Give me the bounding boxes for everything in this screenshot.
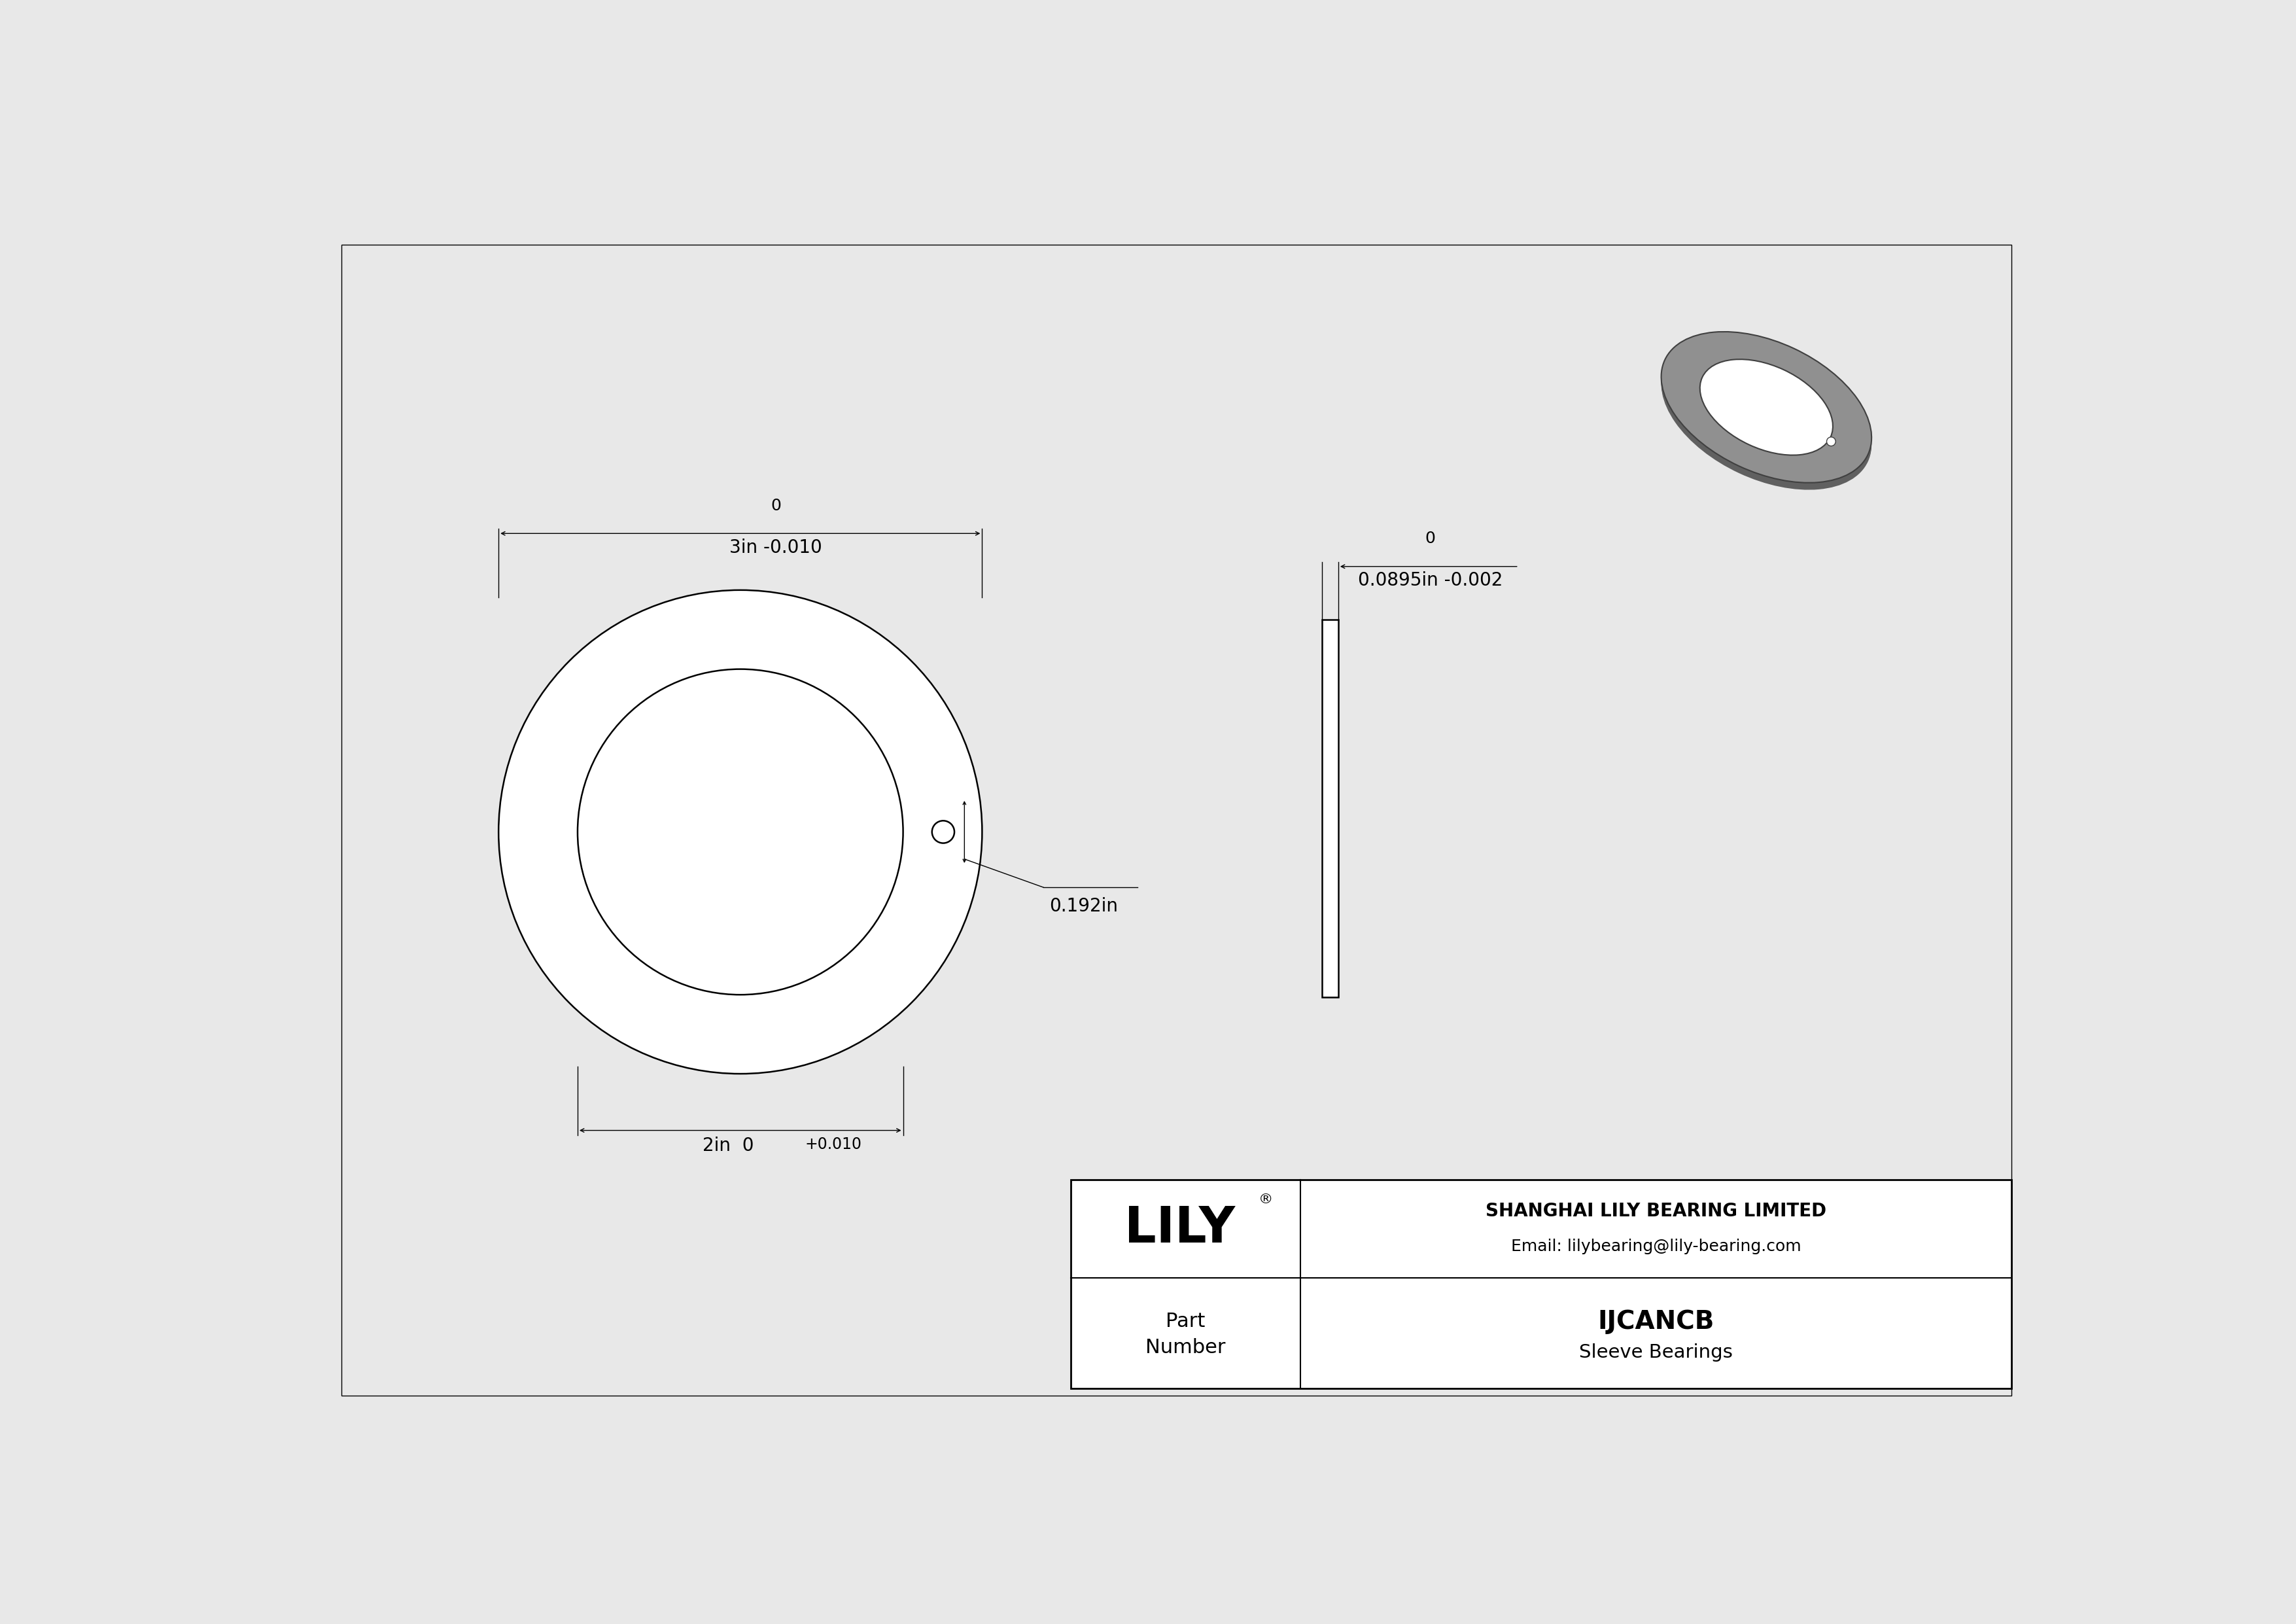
Text: ®: ® [1258,1194,1272,1207]
Text: 3in -0.010: 3in -0.010 [730,538,822,557]
Ellipse shape [1699,362,1832,458]
Bar [1322,620,1339,997]
Ellipse shape [1662,336,1871,487]
Ellipse shape [1699,359,1832,455]
Text: 0: 0 [771,497,781,513]
Text: +0.010: +0.010 [806,1137,861,1151]
Circle shape [932,820,955,843]
Ellipse shape [1699,359,1832,455]
Text: 0: 0 [1426,531,1435,546]
Ellipse shape [1662,338,1871,489]
Text: Email: lilybearing@lily-bearing.com: Email: lilybearing@lily-bearing.com [1511,1239,1800,1254]
Text: 2in  0: 2in 0 [703,1137,753,1155]
Ellipse shape [1699,364,1832,460]
Text: Number: Number [1146,1338,1226,1358]
Circle shape [1828,437,1835,447]
Bar [1070,1181,2011,1389]
Circle shape [498,590,983,1073]
Ellipse shape [1662,331,1871,482]
Ellipse shape [1699,365,1832,461]
Ellipse shape [1699,361,1832,456]
Ellipse shape [1662,339,1871,490]
Text: Part: Part [1166,1312,1205,1332]
Text: LILY: LILY [1125,1205,1235,1254]
Ellipse shape [1699,367,1832,463]
Circle shape [579,669,902,996]
Text: IJCANCB: IJCANCB [1598,1309,1715,1333]
Ellipse shape [1662,331,1871,482]
Text: Sleeve Bearings: Sleeve Bearings [1580,1343,1733,1361]
Text: 0.0895in -0.002: 0.0895in -0.002 [1357,572,1502,590]
Ellipse shape [1662,333,1871,484]
Ellipse shape [1662,335,1871,486]
Text: 0.192in: 0.192in [1049,896,1118,914]
Text: SHANGHAI LILY BEARING LIMITED: SHANGHAI LILY BEARING LIMITED [1486,1202,1828,1220]
